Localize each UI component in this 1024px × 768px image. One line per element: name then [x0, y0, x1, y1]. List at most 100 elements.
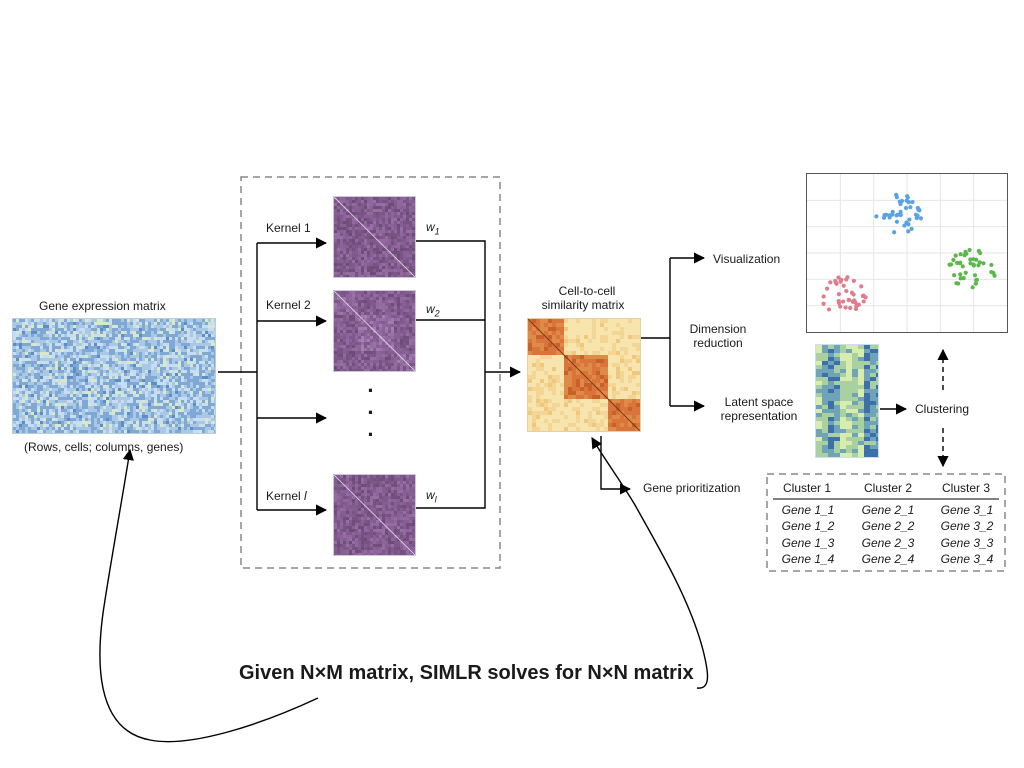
scatter-point — [853, 300, 858, 305]
scatter-point — [907, 217, 912, 222]
scatter-point — [838, 304, 843, 309]
similarity-title-line1: Cell-to-cell — [558, 284, 616, 298]
gene-prioritization-label: Gene prioritization — [643, 481, 741, 495]
scatter-point — [828, 280, 833, 285]
scatter-point — [906, 229, 911, 234]
dimension-line2: reduction — [693, 336, 743, 350]
scatter-point — [824, 286, 830, 291]
scatter-point — [853, 306, 859, 312]
scatter-point — [821, 301, 826, 306]
scatter-point — [989, 262, 994, 268]
latent-line1: Latent space — [724, 395, 794, 409]
similarity-matrix — [527, 318, 641, 432]
scatter-point — [821, 294, 826, 299]
scatter-point — [992, 273, 997, 278]
scatter-point — [909, 226, 914, 231]
scatter-point — [960, 264, 965, 269]
scatter-point — [952, 273, 957, 278]
latent-label: Latent space representation — [713, 395, 805, 423]
kernel-ellipsis: · · · — [367, 378, 375, 447]
expression-matrix-caption: (Rows, cells; columns, genes) — [24, 440, 184, 454]
scatter-point — [843, 305, 848, 310]
clustering-label: Clustering — [915, 402, 970, 416]
scatter-point — [861, 299, 866, 304]
scatter-point — [894, 219, 900, 224]
scatter-point — [833, 278, 838, 284]
scatter-point — [894, 213, 899, 218]
gene-cell: Gene 2_2 — [861, 519, 915, 533]
scatter-point — [910, 199, 915, 205]
kernel-l-label: Kernel l — [266, 489, 307, 503]
scatter-point — [918, 216, 924, 221]
scatter-point — [968, 261, 973, 266]
scatter-point — [968, 257, 973, 262]
scatter-point — [958, 272, 963, 277]
kernel-l-matrix — [333, 474, 416, 556]
scatter-point — [971, 257, 976, 262]
gene-cell: Gene 3_2 — [940, 519, 994, 533]
dimension-line1: Dimension — [689, 322, 747, 336]
gene-cell: Gene 2_1 — [861, 503, 915, 517]
scatter-point — [972, 273, 978, 278]
cluster-3-header: Cluster 3 — [941, 481, 991, 495]
scatter-point — [977, 260, 982, 265]
scatter-point — [838, 279, 843, 284]
kernel-1-label: Kernel 1 — [266, 221, 311, 235]
kernel-1-matrix — [333, 196, 416, 278]
gene-cell: Gene 3_3 — [940, 536, 994, 550]
annotation-curve-right — [591, 437, 709, 689]
scatter-point — [840, 299, 846, 304]
scatter-plot — [806, 173, 1008, 333]
scatter-point — [841, 283, 846, 288]
scatter-point — [963, 270, 968, 275]
scatter-point — [892, 230, 897, 235]
kernel-l-text: Kernel l — [266, 489, 307, 503]
scatter-point — [915, 213, 920, 218]
scatter-point — [961, 276, 966, 281]
scatter-point — [902, 223, 907, 228]
dimension-reduction-label: Dimension reduction — [686, 322, 750, 350]
scatter-point — [848, 305, 853, 311]
scatter-point — [953, 253, 958, 258]
scatter-point — [856, 302, 861, 307]
scatter-point — [967, 247, 972, 253]
latent-line2: representation — [720, 409, 798, 423]
gene-cell: Gene 3_4 — [940, 552, 994, 566]
annotation-text: Given N×M matrix, SIMLR solves for N×N m… — [239, 662, 694, 684]
scatter-point — [904, 198, 909, 203]
scatter-point — [844, 288, 849, 294]
scatter-point — [981, 261, 986, 266]
scatter-point — [958, 276, 963, 281]
scatter-point — [887, 215, 892, 220]
visualization-label: Visualization — [713, 252, 781, 266]
similarity-title-line2: similarity matrix — [541, 298, 625, 312]
scatter-point — [894, 192, 899, 198]
weight-1: w1 — [426, 220, 440, 237]
scatter-point — [954, 281, 959, 286]
scatter-point — [908, 205, 913, 210]
expression-matrix-title: Gene expression matrix — [39, 299, 166, 313]
scatter-point — [973, 281, 978, 286]
gene-cell: Gene 3_1 — [940, 503, 994, 517]
gene-cell: Gene 1_4 — [781, 552, 835, 566]
scatter-point — [898, 209, 903, 214]
scatter-point — [898, 212, 903, 218]
scatter-point — [905, 195, 910, 200]
scatter-point — [898, 201, 903, 207]
expression-matrix — [12, 318, 216, 434]
scatter-point — [874, 214, 879, 219]
scatter-point — [851, 292, 856, 297]
scatter-point — [962, 253, 967, 258]
cluster-1-header: Cluster 1 — [782, 481, 832, 495]
similarity-title: Cell-to-cell similarity matrix — [542, 284, 625, 312]
scatter-point — [846, 297, 852, 303]
scatter-point — [884, 212, 889, 217]
weight-2: w2 — [426, 302, 440, 319]
scatter-point — [826, 307, 832, 312]
gene-cell: Gene 2_3 — [861, 536, 915, 550]
scatter-point — [903, 205, 909, 211]
scatter-point — [957, 261, 962, 266]
scatter-point — [974, 278, 979, 283]
scatter-point — [958, 252, 963, 257]
